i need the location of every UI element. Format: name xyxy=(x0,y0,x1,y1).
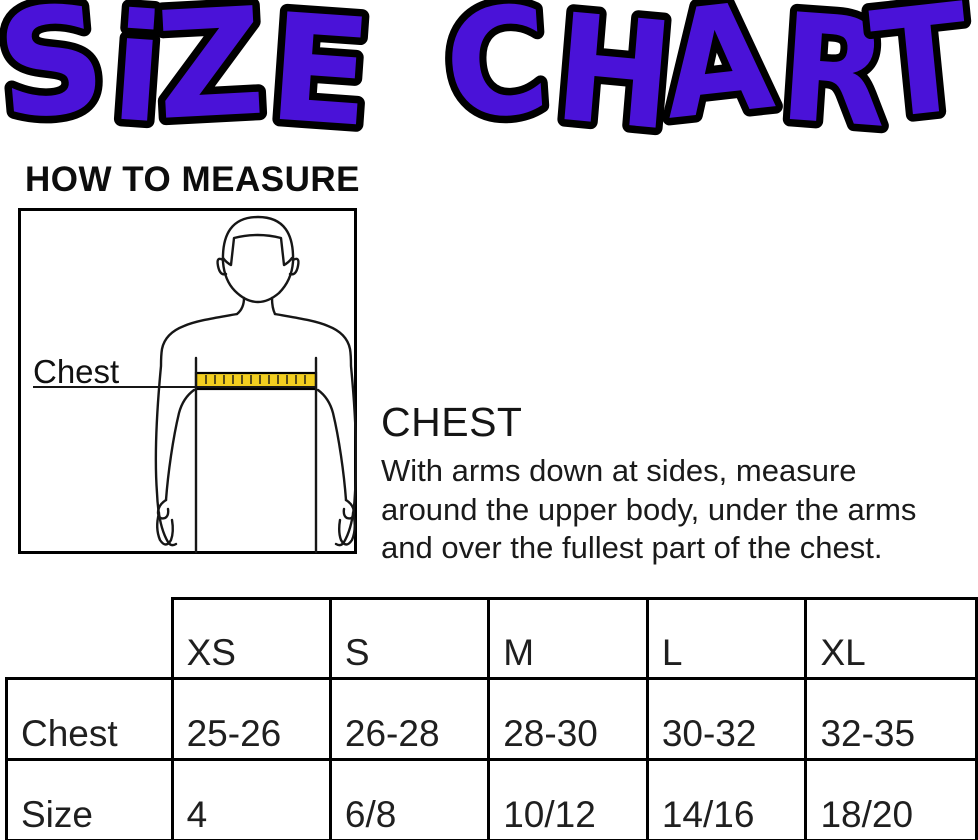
instruction-line: around the upper body, under the arms xyxy=(381,491,917,527)
diagram-frame xyxy=(18,208,357,554)
col-header-m: M xyxy=(487,597,649,680)
instruction-line: With arms down at sides, measure xyxy=(381,453,857,488)
col-header-l: L xyxy=(645,597,808,680)
table-cell: 30-32 xyxy=(645,677,808,761)
left-arm xyxy=(154,312,239,554)
table-cell: 28-30 xyxy=(487,677,649,761)
head-outline xyxy=(221,215,295,304)
neck-right xyxy=(270,296,277,316)
col-header-xs: XS xyxy=(170,597,332,680)
chest-pointer-label: Chest xyxy=(33,353,119,390)
hair-line xyxy=(221,233,294,267)
table-header-row: XS S M L XL xyxy=(7,597,978,680)
size-table: XS S M L XL Chest 25-26 26-28 28-30 30-3… xyxy=(5,597,978,840)
table-cell: 25-26 xyxy=(170,677,332,761)
instruction-line: and over the fullest part of the chest. xyxy=(381,530,883,565)
table-row-chest: Chest 25-26 26-28 28-30 30-32 32-35 xyxy=(5,677,978,761)
left-ear xyxy=(216,257,228,276)
table-cell: 4 xyxy=(170,758,332,840)
measure-diagram: Chest xyxy=(18,208,357,554)
right-arm xyxy=(273,312,357,554)
row-label: Chest xyxy=(5,677,174,761)
col-header-s: S xyxy=(328,597,491,680)
table-cell: 18/20 xyxy=(804,758,978,840)
table-cell: 26-28 xyxy=(328,677,491,761)
row-label: Size xyxy=(5,758,174,840)
inner-arm xyxy=(164,388,196,502)
table-cell: 6/8 xyxy=(328,758,491,840)
how-to-measure-heading: HOW TO MEASURE xyxy=(25,160,360,199)
chest-instructions: With arms down at sides, measure around … xyxy=(381,452,916,568)
table-cell: 10/12 xyxy=(487,758,649,840)
shoulder-outer-arm xyxy=(154,312,239,547)
table-cell: 14/16 xyxy=(645,758,808,840)
header-blank-cell xyxy=(7,599,173,679)
thumb xyxy=(156,498,170,520)
table-row-size: Size 4 6/8 10/12 14/16 18/20 xyxy=(5,758,978,840)
table-cell: 32-35 xyxy=(804,677,978,761)
title-word-chart: CHART xyxy=(439,0,977,155)
chest-section-heading: CHEST xyxy=(381,399,523,445)
page-title: SiZE CHART xyxy=(0,0,978,155)
col-header-xl: XL xyxy=(804,597,978,680)
neck-left xyxy=(235,296,246,316)
right-ear xyxy=(288,257,300,276)
title-word-size: SiZE xyxy=(0,0,376,155)
hand xyxy=(156,511,174,546)
person-figure xyxy=(154,215,357,554)
tape-ticks xyxy=(205,375,306,384)
